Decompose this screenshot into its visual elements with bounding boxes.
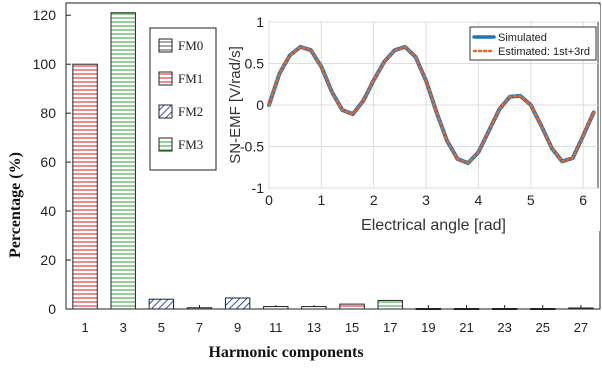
bar-fm0-h21 <box>453 308 480 311</box>
bar-fm3-h11 <box>263 306 289 310</box>
x-tick-label: 23 <box>497 320 511 335</box>
inset-y-tick-label: 1 <box>256 14 264 30</box>
y-tick-label: 40 <box>40 203 56 219</box>
x-tick-label: 13 <box>307 320 321 335</box>
legend-swatch-fm3 <box>158 137 173 152</box>
x-tick-label: 19 <box>421 320 435 335</box>
inset-line-chart: 0 1 2 3 4 5 6 -1 -0.5 0 0.5 1 Electrical angle [rad]… <box>226 5 600 234</box>
y-axis-label: Percentage (%) <box>7 152 24 258</box>
bar-fm1-h15 <box>339 303 365 310</box>
x-tick-label: 1 <box>81 320 88 335</box>
bar-fm3-h17 <box>377 299 403 310</box>
bar-fm2-h9 <box>224 297 251 310</box>
inset-x-tick-label: 2 <box>370 192 378 208</box>
x-tick-label: 9 <box>234 320 241 335</box>
bar-fm1-h13 <box>301 306 327 310</box>
inset-legend-box <box>469 26 597 61</box>
inset-x-tick-label: 3 <box>422 192 430 208</box>
inset-x-axis-label: Electrical angle [rad] <box>361 217 506 234</box>
x-tick-label: 3 <box>120 320 127 335</box>
y-tick-label: 80 <box>40 105 56 121</box>
x-tick-label: 21 <box>459 320 473 335</box>
inset-x-tick-label: 0 <box>265 192 273 208</box>
legend-swatch-fm0 <box>158 38 173 53</box>
x-tick-label: 27 <box>574 320 588 335</box>
inset-legend-label-simulated: Simulated <box>498 32 547 44</box>
bar-fm0-h7 <box>186 307 213 310</box>
x-tick-label: 25 <box>536 320 550 335</box>
inset-x-tick-label: 6 <box>579 192 587 208</box>
y-tick-label: 20 <box>40 252 56 268</box>
bar-fm0-h27 <box>568 307 594 310</box>
legend-label-fm1: FM1 <box>178 71 203 86</box>
inset-y-tick-label: 0 <box>256 97 264 113</box>
x-tick-label: 5 <box>158 320 165 335</box>
inset-x-tick-label: 4 <box>475 192 483 208</box>
inset-y-tick-label: 0.5 <box>245 56 265 72</box>
bar-fm0-h19 <box>415 308 442 311</box>
bar-fm0-h25 <box>530 308 556 311</box>
legend-swatch-fm1 <box>158 71 173 86</box>
legend-swatch-fm2 <box>158 104 173 119</box>
legend-label-fm2: FM2 <box>178 104 203 119</box>
bar-fm3-h3 <box>110 12 136 310</box>
x-axis-label: Harmonic components <box>208 344 363 361</box>
inset-legend-label-estimated: Estimated: 1st+3rd <box>498 46 590 58</box>
inset-y-tick-label: -1 <box>252 180 265 196</box>
inset-x-tick-label: 1 <box>317 192 325 208</box>
y-tick-label: 120 <box>33 7 57 23</box>
x-tick-label: 11 <box>269 320 283 335</box>
legend-label-fm3: FM3 <box>178 137 203 152</box>
y-tick-label: 0 <box>48 301 56 317</box>
y-tick-label: 60 <box>40 154 56 170</box>
bar-fm2-h5 <box>148 298 175 310</box>
bar-fm0-h23 <box>491 308 518 311</box>
bar-fm1-h1 <box>72 63 98 310</box>
inset-x-tick-label: 5 <box>527 192 535 208</box>
inset-y-tick-label: -0.5 <box>240 139 264 155</box>
legend-label-fm0: FM0 <box>178 38 203 53</box>
x-tick-label: 7 <box>196 320 203 335</box>
y-tick-label: 100 <box>33 56 57 72</box>
x-tick-label: 17 <box>383 320 397 335</box>
inset-series-estimated <box>267 45 595 165</box>
inset-y-axis-label: SN-EMF [V/rad/s] <box>227 46 244 164</box>
x-tick-label: 15 <box>345 320 359 335</box>
